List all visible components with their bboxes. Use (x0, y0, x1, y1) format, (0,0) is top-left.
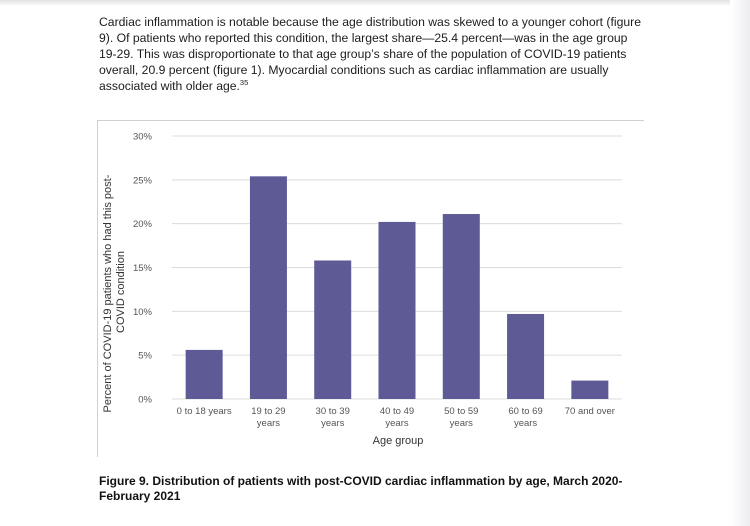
x-tick-label-line: 40 to 49 (380, 406, 414, 417)
bar (378, 221, 416, 399)
x-tick-label: 50 to 59 years (444, 406, 478, 429)
x-tick-label-line: 70 and over (565, 406, 615, 417)
figure-caption: Figure 9. Distribution of patients with … (99, 474, 623, 503)
y-tick-label: 10% (133, 307, 153, 318)
y-axis-title-line-1: Percent of COVID-19 patients who had thi… (102, 174, 114, 412)
page-top-shadow (0, 0, 750, 6)
x-tick-label-line: years (321, 418, 344, 429)
bar (507, 313, 545, 399)
x-tick-label: 60 to 69 years (508, 406, 542, 429)
y-tick-label: 30% (133, 132, 153, 143)
bar (314, 260, 352, 399)
footnote-reference[interactable]: 35 (239, 78, 249, 87)
x-tick-label-line: 30 to 39 (316, 406, 350, 417)
x-tick-label: 0 to 18 years (177, 406, 232, 417)
page-edge-shadow (730, 0, 750, 526)
x-tick-label-line: years (385, 418, 408, 429)
x-tick-label-line: 60 to 69 (508, 406, 542, 417)
y-tick-label: 5% (138, 351, 152, 362)
bar (185, 349, 223, 399)
x-tick-label-line: years (514, 418, 537, 429)
x-axis-title: Age group (373, 435, 424, 447)
age-distribution-bar-chart: 0% 5% 10% 15% 20% 25% 30% 0 to 18 years 19 to 2… (102, 132, 622, 447)
bar (571, 380, 609, 399)
y-axis-title: Percent of COVID-19 patients who had thi… (102, 172, 127, 413)
x-tick-label-line: 19 to 29 (251, 406, 285, 417)
x-tick-label-line: years (257, 418, 280, 429)
y-tick-label: 15% (133, 263, 153, 274)
y-tick-label: 25% (133, 175, 153, 186)
y-axis-title-line-2: COVID condition (115, 251, 127, 333)
x-tick-label: 70 and over (565, 406, 615, 417)
x-tick-label-line: 0 to 18 years (177, 406, 232, 417)
bar (442, 214, 480, 399)
x-tick-label: 40 to 49 years (380, 406, 414, 429)
chart-bars (185, 176, 609, 399)
paragraph-text: Cardiac inflammation is notable because … (99, 15, 641, 93)
x-tick-label-line: 50 to 59 (444, 406, 478, 417)
body-paragraph: Cardiac inflammation is notable because … (99, 14, 647, 94)
x-tick-label-line: years (450, 418, 473, 429)
y-tick-label: 0% (138, 395, 152, 406)
y-tick-label: 20% (133, 219, 153, 230)
x-tick-label: 30 to 39 years (316, 406, 350, 429)
x-tick-label: 19 to 29 years (251, 406, 285, 429)
bar (249, 176, 287, 399)
chart-frame (97, 120, 644, 457)
y-axis-ticks: 0% 5% 10% 15% 20% 25% 30% (133, 132, 153, 406)
